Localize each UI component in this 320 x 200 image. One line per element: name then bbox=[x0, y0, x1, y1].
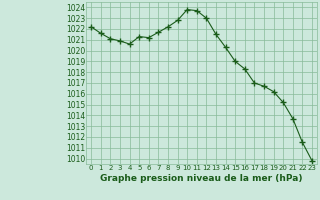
X-axis label: Graphe pression niveau de la mer (hPa): Graphe pression niveau de la mer (hPa) bbox=[100, 174, 303, 183]
